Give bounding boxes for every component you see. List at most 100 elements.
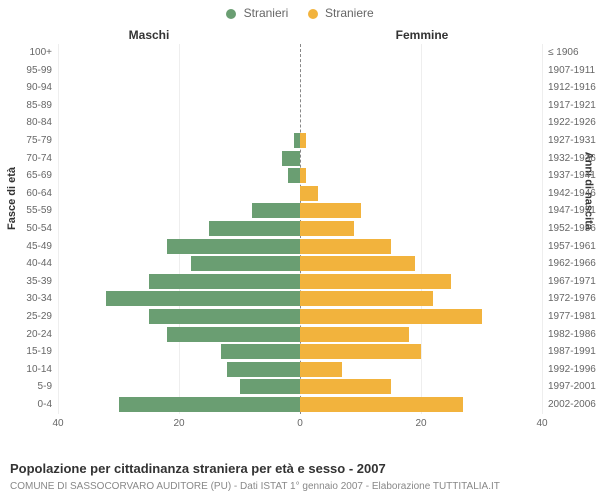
pyramid-row: 15-191987-1991 <box>58 343 542 361</box>
age-label: 30-34 <box>4 293 52 304</box>
pyramid-row: 75-791927-1931 <box>58 132 542 150</box>
bar-male <box>221 344 300 359</box>
age-label: 100+ <box>4 47 52 58</box>
x-tick-label: 20 <box>415 418 426 429</box>
bar-female <box>300 168 306 183</box>
age-label: 65-69 <box>4 170 52 181</box>
pyramid-row: 25-291977-1981 <box>58 308 542 326</box>
column-header-male: Maschi <box>0 28 298 42</box>
bar-female <box>300 397 463 412</box>
pyramid-rows: 100+≤ 190695-991907-191190-941912-191685… <box>58 44 542 413</box>
birth-year-label: 1982-1986 <box>548 329 600 340</box>
bar-female <box>300 239 391 254</box>
x-axis-ticks: 402002040 <box>58 416 542 434</box>
birth-year-label: 1947-1951 <box>548 205 600 216</box>
bar-male <box>149 309 300 324</box>
pyramid-row: 40-441962-1966 <box>58 255 542 273</box>
pyramid-row: 65-691937-1941 <box>58 167 542 185</box>
pyramid-row: 20-241982-1986 <box>58 326 542 344</box>
birth-year-label: 1952-1956 <box>548 223 600 234</box>
birth-year-label: 1937-1941 <box>548 170 600 181</box>
pyramid-row: 35-391967-1971 <box>58 273 542 291</box>
bar-female <box>300 379 391 394</box>
bar-female <box>300 221 354 236</box>
birth-year-label: 1992-1996 <box>548 364 600 375</box>
pyramid-row: 95-991907-1911 <box>58 62 542 80</box>
pyramid-row: 70-741932-1936 <box>58 150 542 168</box>
legend-item-male: Stranieri <box>226 6 288 20</box>
birth-year-label: 1912-1916 <box>548 82 600 93</box>
bar-male <box>227 362 300 377</box>
legend-label-male: Stranieri <box>244 6 289 20</box>
age-label: 80-84 <box>4 117 52 128</box>
pyramid-row: 90-941912-1916 <box>58 79 542 97</box>
age-label: 0-4 <box>4 399 52 410</box>
age-label: 95-99 <box>4 65 52 76</box>
birth-year-label: 1927-1931 <box>548 135 600 146</box>
legend-swatch-female <box>308 9 318 19</box>
legend-label-female: Straniere <box>325 6 374 20</box>
pyramid-row: 10-141992-1996 <box>58 361 542 379</box>
age-label: 35-39 <box>4 276 52 287</box>
bar-male <box>167 239 300 254</box>
bar-female <box>300 291 433 306</box>
pyramid-row: 100+≤ 1906 <box>58 44 542 62</box>
legend: Stranieri Straniere <box>0 6 600 20</box>
bar-male <box>288 168 300 183</box>
population-pyramid-chart: Stranieri Straniere Maschi Femmine Fasce… <box>0 0 600 500</box>
age-label: 85-89 <box>4 100 52 111</box>
bar-female <box>300 256 415 271</box>
birth-year-label: 1962-1966 <box>548 258 600 269</box>
age-label: 70-74 <box>4 153 52 164</box>
legend-item-female: Straniere <box>308 6 374 20</box>
age-label: 40-44 <box>4 258 52 269</box>
bar-male <box>106 291 300 306</box>
birth-year-label: 1967-1971 <box>548 276 600 287</box>
age-label: 75-79 <box>4 135 52 146</box>
bar-male <box>209 221 300 236</box>
bar-male <box>252 203 300 218</box>
x-tick-label: 20 <box>173 418 184 429</box>
bar-female <box>300 203 361 218</box>
bar-male <box>191 256 300 271</box>
birth-year-label: ≤ 1906 <box>548 47 600 58</box>
bar-female <box>300 274 451 289</box>
chart-title: Popolazione per cittadinanza straniera p… <box>10 461 386 476</box>
age-label: 10-14 <box>4 364 52 375</box>
bar-female <box>300 327 409 342</box>
bar-male <box>119 397 301 412</box>
birth-year-label: 1957-1961 <box>548 241 600 252</box>
age-label: 15-19 <box>4 346 52 357</box>
bar-male <box>282 151 300 166</box>
x-tick-label: 40 <box>52 418 63 429</box>
birth-year-label: 1917-1921 <box>548 100 600 111</box>
bar-male <box>149 274 300 289</box>
x-tick-label: 40 <box>536 418 547 429</box>
bar-female <box>300 309 482 324</box>
gridline <box>542 44 543 414</box>
bar-male <box>167 327 300 342</box>
birth-year-label: 1997-2001 <box>548 381 600 392</box>
bar-female <box>300 344 421 359</box>
age-label: 5-9 <box>4 381 52 392</box>
x-tick-label: 0 <box>297 418 303 429</box>
birth-year-label: 1942-1946 <box>548 188 600 199</box>
birth-year-label: 1922-1926 <box>548 117 600 128</box>
pyramid-row: 60-641942-1946 <box>58 185 542 203</box>
pyramid-row: 30-341972-1976 <box>58 290 542 308</box>
birth-year-label: 1987-1991 <box>548 346 600 357</box>
pyramid-row: 45-491957-1961 <box>58 238 542 256</box>
pyramid-row: 50-541952-1956 <box>58 220 542 238</box>
age-label: 50-54 <box>4 223 52 234</box>
birth-year-label: 1932-1936 <box>548 153 600 164</box>
pyramid-row: 85-891917-1921 <box>58 97 542 115</box>
age-label: 55-59 <box>4 205 52 216</box>
bar-female <box>300 186 318 201</box>
birth-year-label: 1972-1976 <box>548 293 600 304</box>
bar-male <box>240 379 301 394</box>
birth-year-label: 1977-1981 <box>548 311 600 322</box>
plot-area: 100+≤ 190695-991907-191190-941912-191685… <box>58 44 542 434</box>
pyramid-row: 80-841922-1926 <box>58 114 542 132</box>
column-header-female: Femmine <box>302 28 542 42</box>
pyramid-row: 5-91997-2001 <box>58 378 542 396</box>
